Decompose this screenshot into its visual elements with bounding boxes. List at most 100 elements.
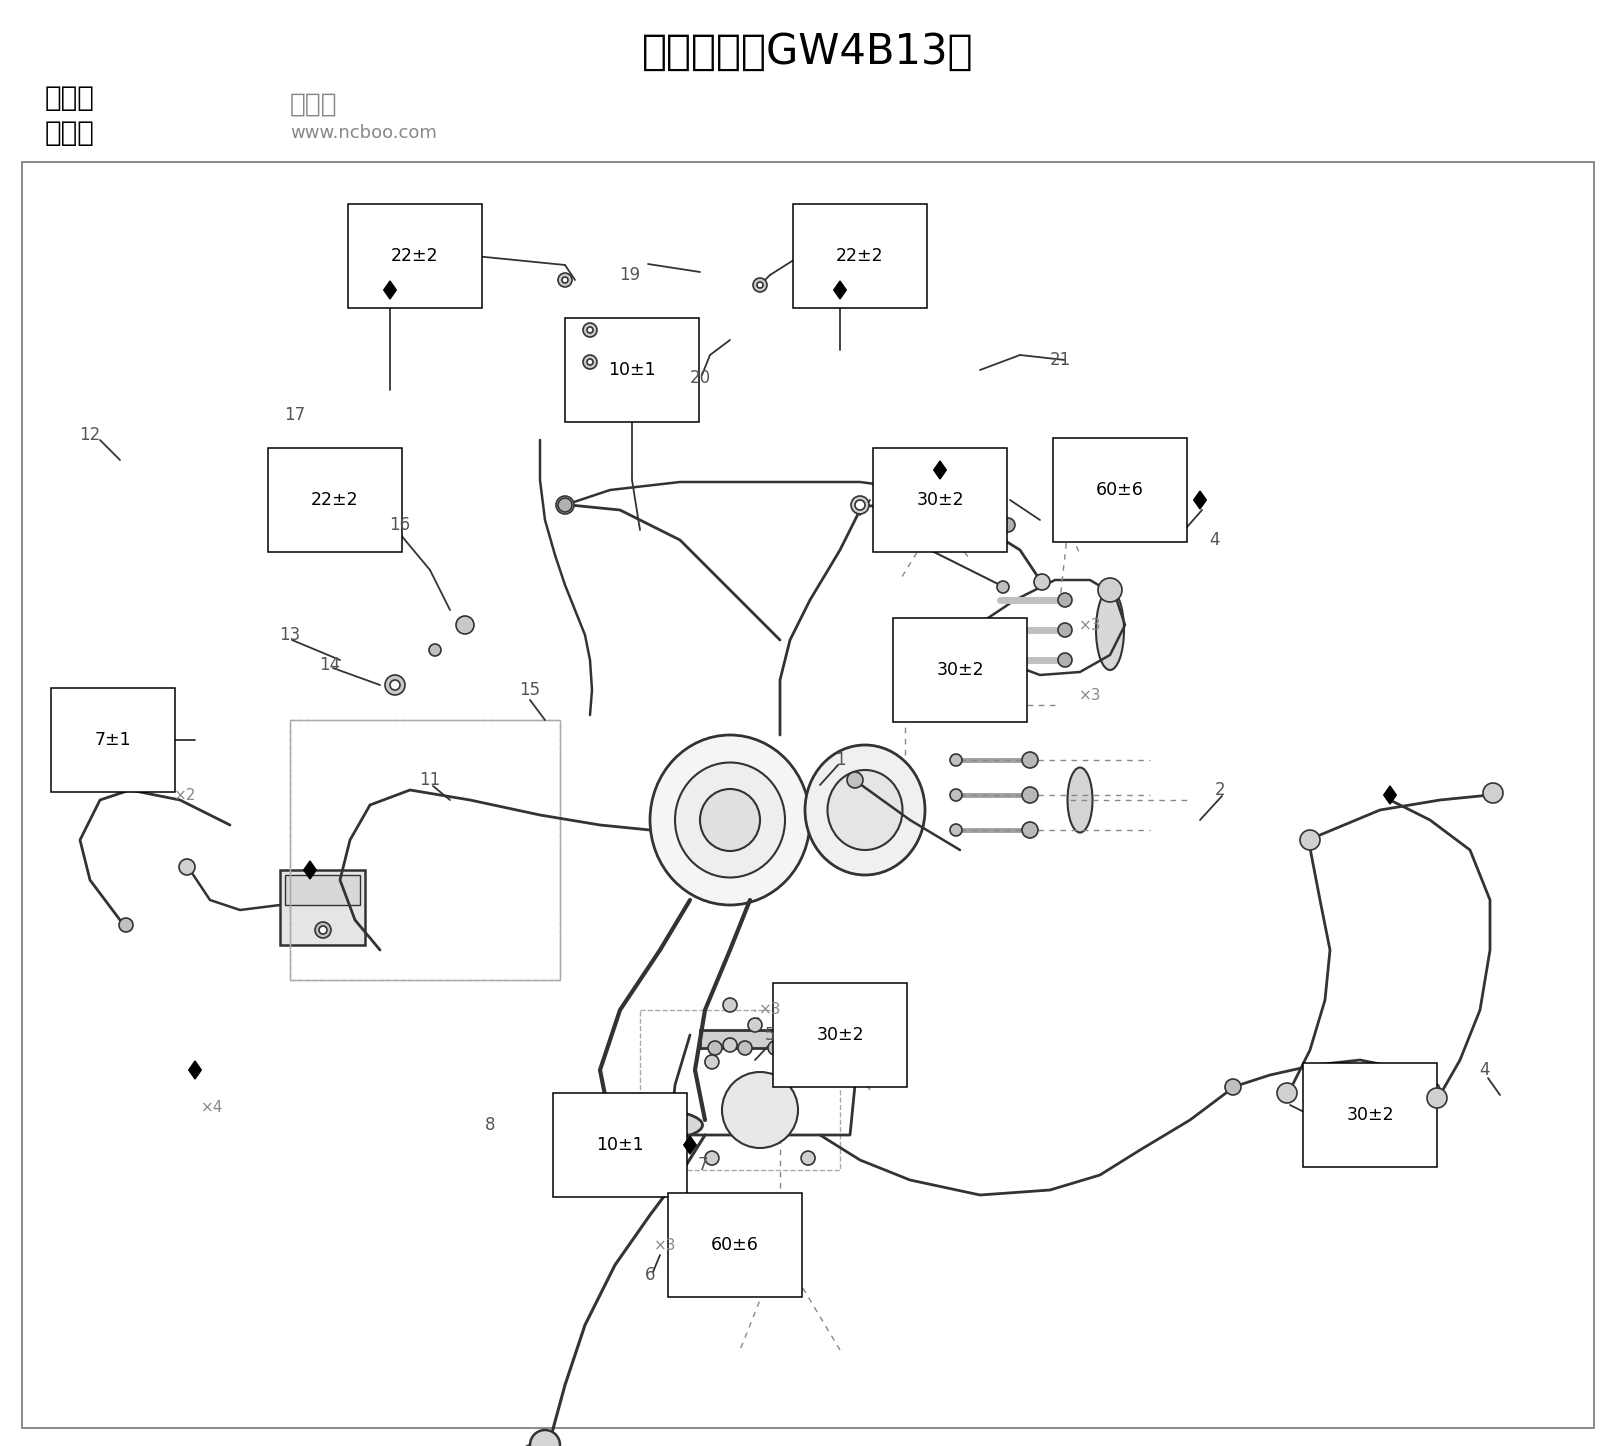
- Text: 2: 2: [1215, 781, 1225, 800]
- Circle shape: [847, 772, 863, 788]
- Bar: [700, 1030, 819, 1048]
- Circle shape: [558, 497, 572, 512]
- Ellipse shape: [650, 735, 810, 905]
- Text: 4: 4: [1480, 1061, 1490, 1079]
- Ellipse shape: [700, 790, 760, 852]
- Circle shape: [1021, 787, 1037, 803]
- Bar: [280, 870, 365, 946]
- Circle shape: [561, 500, 570, 510]
- Circle shape: [950, 753, 962, 766]
- Text: 4: 4: [1210, 531, 1220, 549]
- Circle shape: [852, 496, 869, 513]
- Circle shape: [1058, 654, 1071, 667]
- Ellipse shape: [1068, 768, 1092, 833]
- Text: 8: 8: [485, 1116, 494, 1134]
- Circle shape: [1058, 593, 1071, 607]
- Ellipse shape: [675, 762, 785, 878]
- Circle shape: [1277, 1083, 1298, 1103]
- Text: 6: 6: [645, 1267, 654, 1284]
- Text: 22±2: 22±2: [835, 247, 884, 265]
- Ellipse shape: [1096, 590, 1125, 669]
- Circle shape: [1000, 518, 1015, 532]
- Circle shape: [708, 1041, 722, 1056]
- Text: 7±1: 7±1: [95, 732, 131, 749]
- Circle shape: [389, 680, 401, 690]
- Bar: [640, 1009, 840, 1170]
- Circle shape: [1021, 752, 1037, 768]
- Text: 21: 21: [1049, 351, 1071, 369]
- Polygon shape: [1194, 492, 1206, 509]
- Circle shape: [705, 1151, 719, 1165]
- Circle shape: [556, 496, 574, 513]
- Text: ×4: ×4: [200, 1100, 223, 1115]
- Circle shape: [587, 327, 593, 333]
- Circle shape: [315, 923, 331, 938]
- Circle shape: [428, 643, 441, 656]
- Text: 10±1: 10±1: [596, 1137, 643, 1154]
- Bar: [289, 720, 561, 980]
- Circle shape: [1034, 574, 1050, 590]
- Text: 15: 15: [519, 681, 541, 698]
- Circle shape: [1058, 623, 1071, 638]
- Text: 17: 17: [284, 406, 305, 424]
- Text: 12: 12: [79, 427, 100, 444]
- Circle shape: [385, 675, 406, 696]
- Text: 60±6: 60±6: [711, 1236, 760, 1254]
- Text: 16: 16: [389, 516, 410, 534]
- Circle shape: [768, 1041, 782, 1056]
- Text: 1: 1: [835, 750, 845, 769]
- Text: 30±2: 30±2: [936, 661, 984, 680]
- Circle shape: [705, 1056, 719, 1069]
- Circle shape: [722, 1071, 798, 1148]
- Circle shape: [1424, 1082, 1440, 1098]
- Text: ×2: ×2: [175, 788, 196, 803]
- Bar: [284, 875, 360, 905]
- Circle shape: [756, 282, 763, 288]
- Polygon shape: [189, 1061, 202, 1079]
- Circle shape: [583, 356, 596, 369]
- Text: 22±2: 22±2: [391, 247, 440, 265]
- Circle shape: [802, 1056, 814, 1069]
- Circle shape: [950, 790, 962, 801]
- Polygon shape: [383, 281, 396, 299]
- Text: ×3: ×3: [1079, 687, 1100, 703]
- Text: 增压器: 增压器: [45, 119, 95, 147]
- Circle shape: [950, 824, 962, 836]
- Circle shape: [179, 859, 196, 875]
- Text: 7: 7: [698, 1155, 708, 1174]
- Ellipse shape: [608, 1111, 703, 1139]
- Circle shape: [739, 1041, 751, 1056]
- Circle shape: [1427, 1087, 1446, 1108]
- Ellipse shape: [827, 771, 902, 850]
- Text: ×3: ×3: [654, 1238, 675, 1252]
- Text: 结构图: 结构图: [45, 84, 95, 111]
- Circle shape: [1299, 830, 1320, 850]
- Circle shape: [722, 998, 737, 1012]
- Text: 60±6: 60±6: [1096, 482, 1144, 499]
- Ellipse shape: [805, 745, 924, 875]
- Polygon shape: [834, 281, 847, 299]
- Circle shape: [753, 278, 768, 292]
- Text: 20: 20: [690, 369, 711, 388]
- Circle shape: [587, 359, 593, 364]
- Text: www.ncboo.com: www.ncboo.com: [289, 124, 436, 142]
- Text: 19: 19: [619, 266, 640, 283]
- Circle shape: [120, 918, 133, 933]
- Circle shape: [722, 1038, 737, 1053]
- Text: ×3: ×3: [760, 1002, 781, 1018]
- Circle shape: [583, 322, 596, 337]
- Polygon shape: [1383, 787, 1396, 804]
- Text: 5: 5: [764, 1027, 776, 1044]
- Circle shape: [1483, 782, 1503, 803]
- Circle shape: [1097, 578, 1122, 602]
- Text: 30±2: 30±2: [916, 492, 963, 509]
- Text: 30±2: 30±2: [1346, 1106, 1395, 1124]
- FancyBboxPatch shape: [23, 162, 1593, 1429]
- Text: 13: 13: [280, 626, 301, 643]
- Text: 14: 14: [320, 656, 341, 674]
- Text: 10±1: 10±1: [608, 362, 656, 379]
- Text: 22±2: 22±2: [312, 492, 359, 509]
- Circle shape: [798, 1041, 811, 1056]
- Bar: [289, 720, 561, 980]
- Circle shape: [318, 925, 326, 934]
